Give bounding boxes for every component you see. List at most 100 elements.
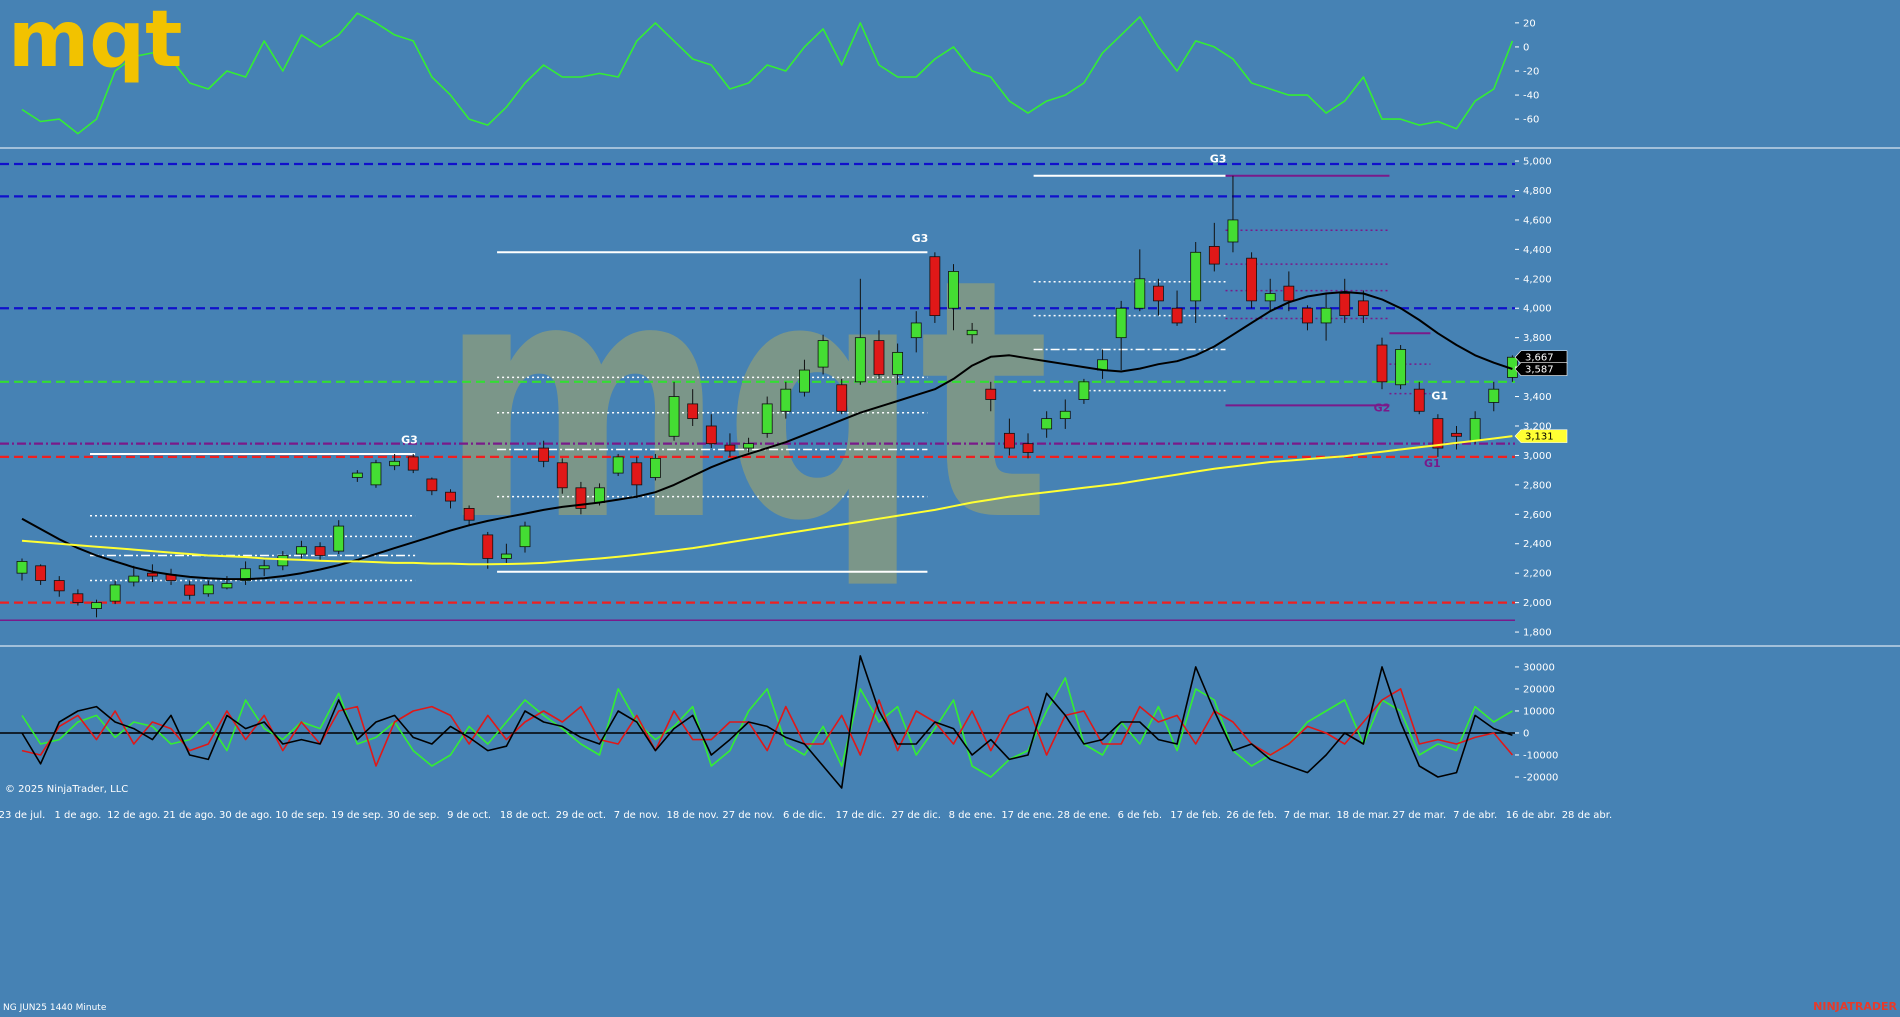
- y-tick-label: 3,400: [1523, 392, 1552, 403]
- candle-body: [109, 584, 121, 602]
- candle-body: [1264, 293, 1276, 302]
- price-marker: [1514, 350, 1568, 365]
- candle-body: [426, 478, 438, 492]
- x-tick-label: 1 de ago.: [54, 810, 101, 821]
- candle-body: [1153, 285, 1164, 302]
- x-tick-label: 17 de ene.: [1001, 810, 1054, 821]
- x-tick-label: 18 de mar.: [1336, 810, 1390, 821]
- candle-body: [482, 534, 494, 559]
- x-tick-label: 17 de dic.: [836, 810, 885, 821]
- candle-body: [1022, 443, 1034, 453]
- x-tick-label: 30 de ago.: [219, 810, 272, 821]
- candle-body: [1413, 388, 1425, 412]
- candle-body: [1469, 418, 1481, 442]
- candle-body: [650, 457, 661, 478]
- candle-body: [1339, 293, 1351, 316]
- candle-body: [463, 508, 475, 521]
- candle-body: [1115, 307, 1127, 339]
- y-tick-label: 4,600: [1523, 215, 1552, 226]
- candle-body: [873, 340, 885, 375]
- y-tick-label: 4,000: [1523, 304, 1552, 315]
- candle-body: [799, 369, 810, 393]
- y-tick-label: 3,800: [1523, 333, 1552, 344]
- candle-body: [705, 425, 717, 445]
- x-tick-label: 6 de dic.: [783, 810, 826, 821]
- price-marker: [1514, 429, 1568, 443]
- x-tick-label: 18 de oct.: [500, 810, 550, 821]
- candle-body: [1432, 418, 1444, 449]
- y-tick-label: 2,200: [1523, 569, 1552, 580]
- candle-body: [333, 525, 345, 552]
- y-tick-label: 4,400: [1523, 245, 1552, 256]
- x-tick-label: 27 de nov.: [722, 810, 774, 821]
- series-line: [21, 435, 1513, 566]
- annotation: G2: [1374, 401, 1391, 414]
- y-tick-label: -20: [1523, 66, 1539, 77]
- candle-body: [743, 443, 754, 449]
- x-tick-label: 7 de mar.: [1284, 810, 1331, 821]
- x-tick-label: 8 de ene.: [949, 810, 996, 821]
- candle-body: [53, 580, 65, 592]
- y-tick-label: 3,000: [1523, 451, 1552, 462]
- candle-body: [221, 583, 233, 589]
- candle-body: [1451, 432, 1462, 437]
- candle-body: [351, 472, 363, 478]
- candle-body: [296, 546, 307, 555]
- price-marker: [1514, 362, 1568, 376]
- candle-body: [314, 546, 326, 556]
- candle-body: [761, 403, 773, 434]
- x-tick-label: 26 de feb.: [1226, 810, 1277, 821]
- x-tick-label: 17 de feb.: [1170, 810, 1221, 821]
- price-marker-label: 3,131: [1525, 432, 1554, 443]
- candle-body: [1078, 381, 1090, 400]
- candle-body: [556, 462, 568, 489]
- candle-body: [1376, 344, 1388, 383]
- candle-body: [929, 256, 941, 316]
- y-tick-label: 0: [1523, 42, 1529, 53]
- annotation: G1: [1431, 389, 1448, 402]
- candle-body: [966, 329, 978, 336]
- y-tick-label: -40: [1523, 91, 1539, 102]
- price-marker-label: 3,587: [1525, 365, 1554, 376]
- candle-body: [668, 396, 680, 437]
- y-tick-label: 4,800: [1523, 186, 1552, 197]
- candle-body: [389, 460, 401, 467]
- candle-body: [1395, 349, 1407, 386]
- x-tick-label: 28 de ene.: [1057, 810, 1110, 821]
- candle-body: [1171, 307, 1183, 324]
- candle-body: [1357, 300, 1369, 316]
- x-tick-label: 27 de mar.: [1392, 810, 1446, 821]
- candle-body: [594, 487, 605, 503]
- instrument-label: NG JUN25 1440 Minute: [3, 1003, 107, 1013]
- annotation: G1: [1424, 457, 1441, 470]
- annotation: G3: [912, 232, 929, 245]
- y-tick-label: -10000: [1523, 750, 1558, 761]
- series-line: [21, 655, 1513, 789]
- candle-body: [519, 525, 531, 548]
- x-tick-label: 10 de sep.: [275, 810, 327, 821]
- y-tick-label: 5,000: [1523, 157, 1552, 168]
- x-tick-label: 27 de dic.: [892, 810, 941, 821]
- x-tick-label: 7 de abr.: [1453, 810, 1497, 821]
- brand: NINJATRADER: [1813, 1000, 1897, 1013]
- y-tick-label: -20000: [1523, 772, 1558, 783]
- candle-body: [128, 575, 140, 583]
- candle-body: [575, 487, 587, 509]
- x-tick-label: 30 de sep.: [387, 810, 439, 821]
- logo: mqt: [8, 0, 182, 85]
- x-tick-label: 28 de abr.: [1562, 810, 1612, 821]
- candle-body: [91, 602, 102, 609]
- candle-body: [1283, 285, 1295, 302]
- y-tick-label: 1,800: [1523, 628, 1552, 639]
- candle-body: [147, 572, 158, 577]
- watermark: mqt: [440, 209, 1050, 593]
- candle-body: [1059, 410, 1071, 420]
- candle-body: [1320, 307, 1332, 324]
- candle-body: [1302, 307, 1313, 324]
- candle-body: [724, 444, 736, 452]
- y-tick-label: 2,600: [1523, 510, 1552, 521]
- candle-body: [202, 584, 214, 595]
- candle-body: [240, 568, 251, 581]
- candle-body: [948, 271, 959, 309]
